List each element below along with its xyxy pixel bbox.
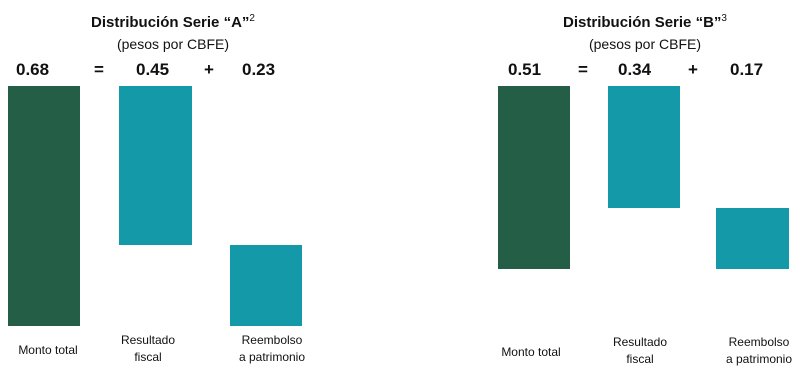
bar-reembolso-a-patrimonio-a [230, 244, 302, 326]
category-label-resultado-fiscal-a: Resultado fiscal [98, 332, 198, 366]
chart-subtitle-b: (pesos por CBFE) [588, 36, 702, 52]
category-label-line: a patrimonio [725, 352, 793, 366]
category-label-resultado-fiscal-b: Resultado fiscal [590, 334, 690, 368]
total-value-a: 0.68 [16, 60, 50, 79]
bar-resultado-fiscal-a [119, 86, 192, 245]
chart-subtitle-a: (pesos por CBFE) [116, 36, 230, 52]
part1-value-a: 0.45 [136, 60, 170, 79]
category-label-monto-total-a: Monto total [0, 342, 98, 359]
bar-monto-total-a [8, 86, 80, 326]
category-label-monto-total-b: Monto total [481, 344, 581, 361]
category-label-line: fiscal [134, 350, 162, 364]
category-label-line: Reembolso [241, 333, 303, 347]
chart-panel-b: Distribución Serie “B”3 (pesos por CBFE)… [488, 0, 806, 371]
chart-title-a-footnote: 2 [249, 13, 255, 24]
chart-panel-a: Distribución Serie “A”2 (pesos por CBFE)… [0, 0, 330, 371]
category-label-line: Resultado [612, 335, 668, 349]
bar-monto-total-b [498, 86, 570, 269]
category-label-line: fiscal [626, 352, 654, 366]
bar-resultado-fiscal-b [608, 86, 680, 208]
chart-title-b-footnote: 3 [721, 13, 727, 24]
part2-value-a: 0.23 [242, 60, 276, 79]
equals-sign-a: = [94, 60, 104, 79]
chart-title-a: Distribución Serie “A”2 [8, 13, 338, 31]
chart-title-b-text: Distribución Serie “B” [563, 14, 722, 31]
chart-title-b: Distribución Serie “B”3 [486, 13, 804, 31]
bar-reembolso-a-patrimonio-b [716, 208, 789, 269]
plus-sign-a: + [204, 60, 214, 79]
category-label-reembolso-a-patrimonio-a: Reembolso a patrimonio [222, 332, 322, 366]
total-value-b: 0.51 [508, 60, 542, 79]
category-label-reembolso-a-patrimonio-b: Reembolso a patrimonio [709, 334, 806, 368]
chart-title-a-text: Distribución Serie “A” [91, 14, 250, 31]
category-label-line: Reembolso [728, 335, 790, 349]
equals-sign-b: = [578, 60, 588, 79]
plus-sign-b: + [688, 60, 698, 79]
category-label-line: Resultado [120, 333, 176, 347]
category-label-line: Monto total [501, 345, 561, 359]
category-label-line: a patrimonio [238, 350, 306, 364]
category-label-line: Monto total [18, 343, 78, 357]
part1-value-b: 0.34 [618, 60, 652, 79]
part2-value-b: 0.17 [730, 60, 764, 79]
